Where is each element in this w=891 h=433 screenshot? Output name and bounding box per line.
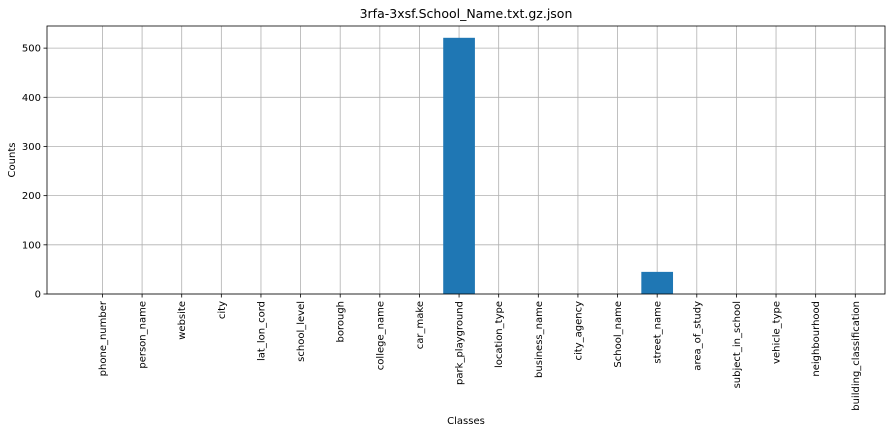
x-tick-label: school_level [296, 301, 307, 362]
x-tick-label: car_make [415, 301, 426, 349]
x-tick-label: neighbourhood [811, 301, 822, 377]
x-tick-label: street_name [653, 301, 664, 364]
y-tick-label: 100 [22, 240, 41, 251]
chart-title: 3rfa-3xsf.School_Name.txt.gz.json [360, 6, 573, 21]
y-tick-label: 0 [35, 290, 41, 301]
plot-frame [46, 25, 886, 295]
x-tick-label: School_name [613, 301, 624, 368]
x-axis-label: Classes [447, 416, 485, 427]
x-tick-label: location_type [494, 301, 505, 368]
x-tick-label: person_name [138, 301, 149, 369]
x-tick-label: building_classification [851, 301, 862, 411]
x-tick-label: city_agency [573, 301, 584, 361]
x-tick-label: borough [336, 301, 347, 343]
y-axis-label: Counts [7, 143, 18, 178]
y-tick-label: 500 [22, 44, 41, 55]
y-axis-ticks: 0 100 200 300 400 500 [22, 44, 47, 301]
bar-street_name [641, 271, 674, 294]
x-tick-label: city [217, 301, 228, 319]
x-tick-label: area_of_study [692, 301, 703, 371]
x-tick-label: website [177, 301, 188, 340]
y-tick-label: 200 [22, 191, 41, 202]
bars [443, 37, 674, 295]
y-tick-label: 400 [22, 93, 41, 104]
x-tick-label: vehicle_type [772, 301, 783, 364]
x-tick-label: business_name [534, 301, 545, 378]
x-tick-label: college_name [375, 301, 386, 370]
x-tick-label: lat_lon_cord [256, 301, 267, 361]
x-tick-label: subject_in_school [732, 301, 743, 388]
x-axis-ticks: phone_number person_name website city lat_lo… [98, 294, 862, 411]
bar-park_playground [443, 37, 475, 295]
x-tick-label: park_playground [455, 301, 466, 385]
y-tick-label: 300 [22, 142, 41, 153]
x-tick-label: phone_number [98, 300, 109, 376]
